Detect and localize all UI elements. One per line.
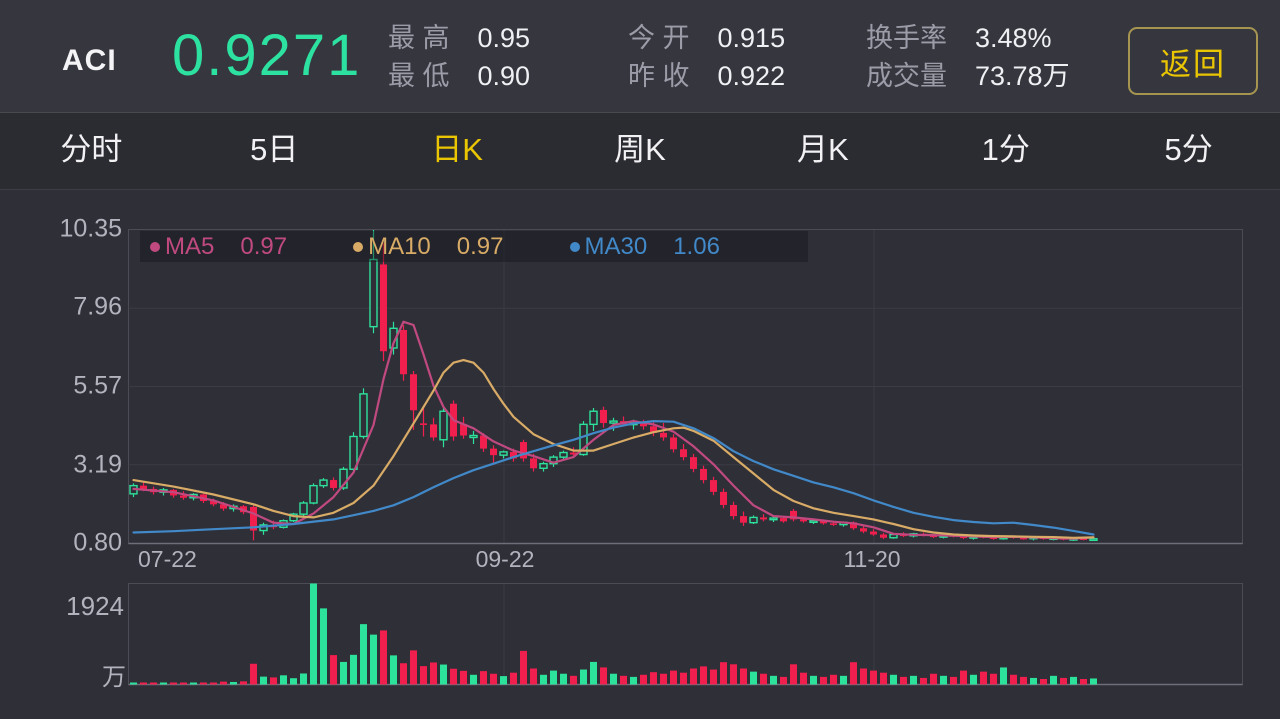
ma10-name: MA10 xyxy=(368,232,431,260)
current-price: 0.9271 xyxy=(172,23,362,88)
back-button[interactable]: 返回 xyxy=(1128,27,1258,95)
turnover-value: 3.48% xyxy=(975,23,1052,53)
legend-item-ma30: MA30 1.06 xyxy=(569,232,720,261)
ma5-value: 0.97 xyxy=(240,232,288,260)
stock-symbol: ACI xyxy=(62,44,117,77)
low-label: 最 低 xyxy=(388,61,450,91)
turnover-label: 换手率 xyxy=(866,23,947,53)
stat-group-turnover-volume: 换手率 3.48% 成交量 73.78万 xyxy=(866,23,1070,92)
prevclose-value: 0.922 xyxy=(717,61,786,91)
ma-legend: MA5 0.97 MA10 0.97 MA30 1.06 xyxy=(140,231,808,262)
open-value: 0.915 xyxy=(717,23,786,53)
volume-value: 73.78万 xyxy=(975,61,1070,91)
period-tabs: 分时 5日 日K 周K 月K 1分 5分 xyxy=(0,112,1280,190)
volume-max-label: 1924 xyxy=(66,591,124,621)
stat-group-open-prevclose: 今 开 0.915 昨 收 0.922 xyxy=(628,23,785,92)
prevclose-label: 昨 收 xyxy=(628,61,690,91)
tab-weekly-k[interactable]: 周K xyxy=(614,132,666,167)
y-tick-label: 0.80 xyxy=(73,528,122,557)
ma30-dot-icon xyxy=(569,241,580,252)
volume-unit-label: 万 xyxy=(102,664,126,691)
ma10-value: 0.97 xyxy=(456,232,504,260)
x-tick-label: 07-22 xyxy=(138,546,197,572)
ma30-value: 1.06 xyxy=(673,232,720,260)
ma10-dot-icon xyxy=(353,241,364,252)
legend-item-ma10: MA10 0.97 xyxy=(353,232,504,261)
tab-5min[interactable]: 5分 xyxy=(1164,132,1213,167)
high-value: 0.95 xyxy=(477,23,531,53)
y-tick-label: 10.35 xyxy=(59,214,122,243)
high-label: 最 高 xyxy=(388,23,450,53)
tab-1min[interactable]: 1分 xyxy=(981,132,1030,167)
y-tick-label: 3.19 xyxy=(73,450,122,479)
y-tick-label: 7.96 xyxy=(73,292,122,321)
volume-label: 成交量 xyxy=(866,61,947,91)
tab-minute-line[interactable]: 分时 xyxy=(60,132,123,167)
x-tick-label: 09-22 xyxy=(475,546,535,572)
legend-item-ma5: MA5 0.97 xyxy=(150,233,287,261)
header: ACI 0.9271 最 高 0.95 最 低 0.90 今 开 0.915 昨… xyxy=(0,0,1280,112)
tab-daily-k[interactable]: 日K xyxy=(431,132,483,167)
tab-monthly-k[interactable]: 月K xyxy=(797,132,849,167)
ma30-name: MA30 xyxy=(584,232,648,260)
ma5-name: MA5 xyxy=(165,232,215,260)
open-label: 今 开 xyxy=(628,23,690,53)
ma5-dot-icon xyxy=(150,241,160,252)
y-tick-label: 5.57 xyxy=(73,371,122,400)
chart-area[interactable]: 10.35 7.96 5.57 3.19 0.80 MA5 0.97 MA10 … xyxy=(0,190,1280,719)
stat-group-high-low: 最 高 0.95 最 低 0.90 xyxy=(388,23,530,92)
x-tick-label: 11-20 xyxy=(843,546,901,572)
tab-5day[interactable]: 5日 xyxy=(250,132,299,167)
low-value: 0.90 xyxy=(477,61,531,91)
candlestick-volume-canvas xyxy=(128,229,1243,686)
